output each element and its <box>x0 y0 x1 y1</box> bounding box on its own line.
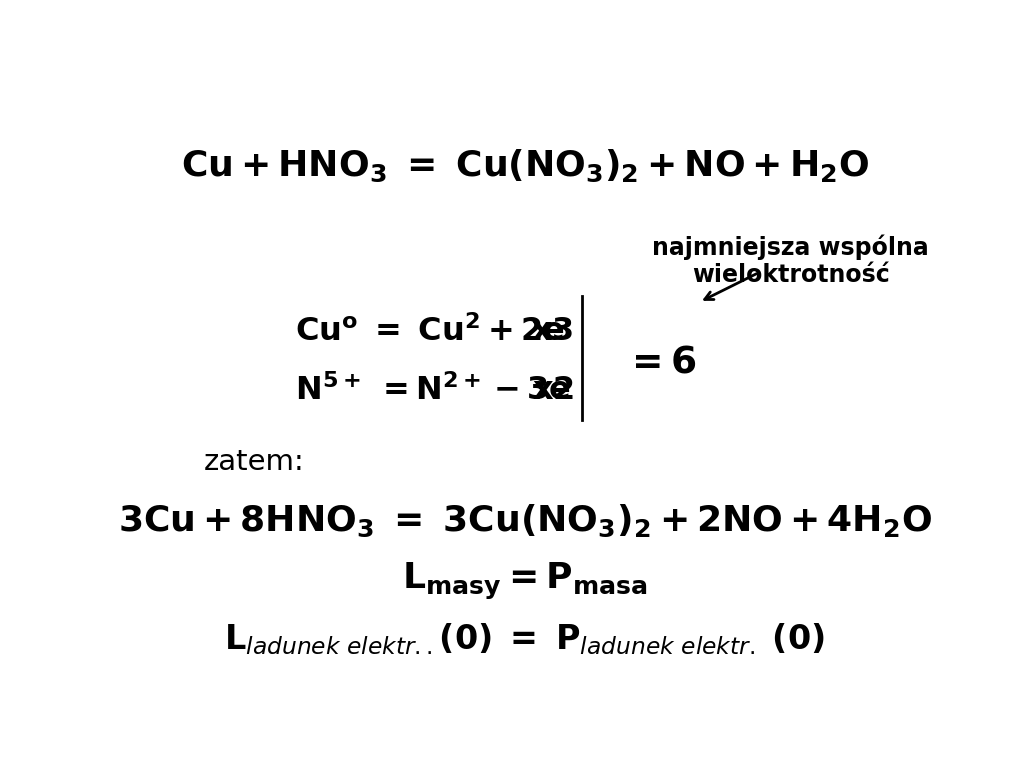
Text: $\mathbf{Cu + HNO_3\ =\ Cu(NO_3)_2 + NO + H_2O}$: $\mathbf{Cu + HNO_3\ =\ Cu(NO_3)_2 + NO … <box>180 148 869 184</box>
Text: najmniejsza wspólna
wieloktrotność: najmniejsza wspólna wieloktrotność <box>652 234 929 287</box>
Text: $\mathbf{N^{5+}\ =N^{2+} - 3e}$: $\mathbf{N^{5+}\ =N^{2+} - 3e}$ <box>295 375 570 407</box>
Text: $\mathbf{=6}$: $\mathbf{=6}$ <box>624 344 696 380</box>
Text: $\mathbf{Cu^o\ =\ Cu^2 + 2e}$: $\mathbf{Cu^o\ =\ Cu^2 + 2e}$ <box>295 316 564 348</box>
Text: $\mathbf{3Cu + 8HNO_3\ =\ 3Cu(NO_3)_2 + 2NO + 4H_2O}$: $\mathbf{3Cu + 8HNO_3\ =\ 3Cu(NO_3)_2 + … <box>118 503 932 539</box>
Text: $\mathbf{L_{\mathit{ladunek\ elektr..}}(0)\ =\ P_{\mathit{ladunek\ elektr.}}\ (0: $\mathbf{L_{\mathit{ladunek\ elektr..}}(… <box>224 621 825 657</box>
Text: $\mathbf{x3}$: $\mathbf{x3}$ <box>531 316 573 347</box>
Text: $\mathbf{L_{masy} = P_{masa}}$: $\mathbf{L_{masy} = P_{masa}}$ <box>401 561 648 602</box>
Text: $\mathbf{x2}$: $\mathbf{x2}$ <box>531 376 573 406</box>
Text: zatem:: zatem: <box>204 448 304 475</box>
